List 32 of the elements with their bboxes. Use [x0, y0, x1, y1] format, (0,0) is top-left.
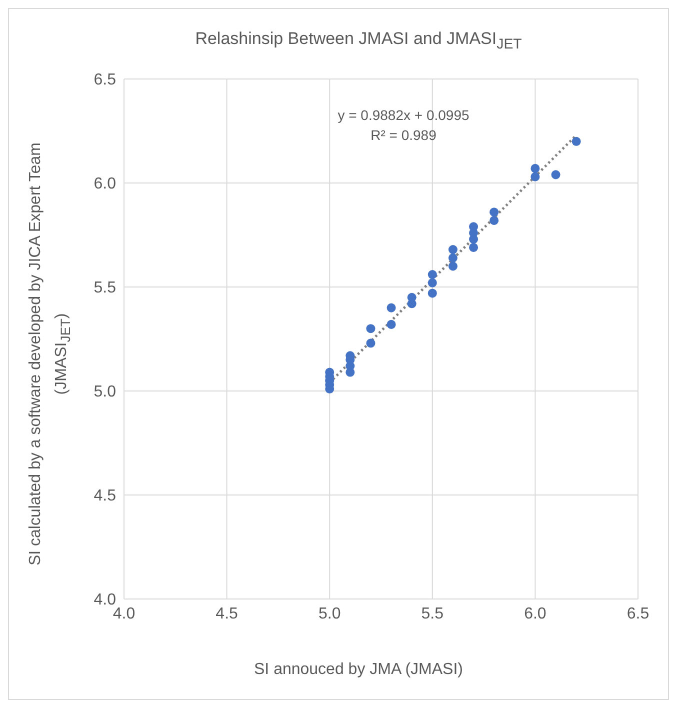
point — [448, 262, 458, 271]
annotation: y = 0.9882x + 0.0995 — [336, 107, 470, 123]
y-tick-label: 5.5 — [94, 280, 116, 297]
chart-title: Relashinsip Between JMASI and JMASI$_{JET}$ — [194, 29, 523, 52]
point — [551, 170, 560, 180]
point — [490, 208, 499, 217]
point — [572, 136, 581, 146]
point — [448, 245, 458, 254]
point — [490, 216, 499, 225]
annotation: R² = 0.989 — [370, 127, 438, 143]
x-tick-label: 6.0 — [524, 605, 546, 622]
point — [366, 338, 376, 348]
y-tick-label: 4.5 — [94, 488, 116, 505]
point — [428, 288, 437, 298]
point — [530, 172, 540, 182]
x-tick-label: 4.5 — [216, 605, 238, 622]
x-tick-label: 5.0 — [318, 605, 341, 622]
y-tick-label: 5.0 — [94, 384, 116, 401]
x-axis-title: SI annouced by JMA (JMASI) — [253, 661, 464, 679]
point — [428, 278, 437, 288]
x-tick-label: 5.5 — [421, 605, 444, 622]
point — [386, 320, 396, 329]
point — [386, 303, 396, 312]
point — [366, 324, 376, 334]
y-tick-label: 6.5 — [94, 72, 116, 89]
point — [448, 253, 458, 262]
point — [530, 164, 540, 173]
point — [469, 242, 478, 252]
y-tick-label: 6.0 — [94, 176, 116, 193]
x-tick-label: 6.5 — [626, 605, 650, 622]
point — [407, 292, 416, 302]
point — [428, 270, 437, 280]
